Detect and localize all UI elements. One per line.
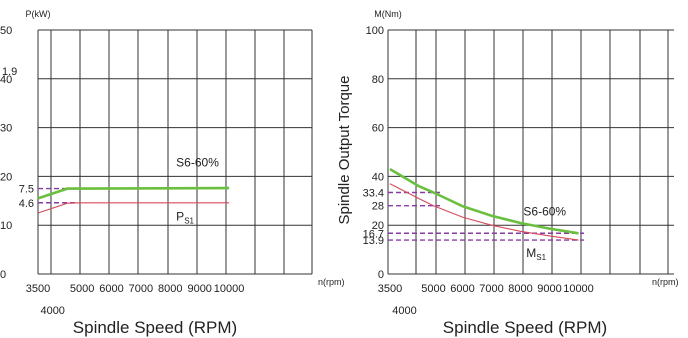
series-line-s1 [37, 202, 230, 214]
y-unit-label: M(Nm) [374, 9, 402, 19]
y-tick-label: 20 [0, 171, 12, 183]
y-ref-tick-label: 28 [372, 201, 384, 213]
annotation-subscript: S1 [184, 216, 194, 225]
y-tick-label: 20 [372, 220, 384, 232]
torque-chart: 100 80 60 40 20 0 33.428 16.713.9 S6-60% MS1 3500 5… [336, 9, 679, 337]
series-annotation: PS1 [176, 209, 194, 225]
x-tick-label: 8000 [508, 283, 532, 295]
y-ref-tick-label: 13.9 [363, 235, 384, 247]
y-tick-label: 1.9 [2, 66, 17, 78]
x-tick-label: 3500 [26, 283, 50, 295]
x-unit-label: n(rpm) [652, 277, 679, 287]
x-tick-label: 10000 [563, 283, 594, 295]
x-tick-label-extra: 4000 [40, 305, 64, 317]
y-tick-label: 60 [372, 123, 384, 135]
x-tick-label: 9000 [537, 283, 561, 295]
x-axis-title: Spindle Speed (RPM) [73, 318, 237, 337]
x-tick-label: 9000 [187, 283, 211, 295]
y-tick-label: 0 [0, 269, 6, 281]
series-line-s6 [389, 167, 579, 235]
x-tick-label: 6000 [99, 283, 123, 295]
y-tick-label: 80 [372, 74, 384, 86]
x-tick-label: 8000 [158, 283, 182, 295]
y-tick-label: 50 [0, 25, 12, 37]
x-tick-label: 5000 [70, 283, 94, 295]
y-ref-tick-label: 7.5 [19, 184, 34, 196]
y-tick-label: 40 [0, 74, 12, 86]
annotation-subscript: S1 [536, 253, 546, 262]
x-tick-label: 5000 [421, 283, 445, 295]
y-tick-label: 40 [372, 171, 384, 183]
y-ref-tick-label: 33.4 [363, 188, 384, 200]
y-tick-label: 0 [378, 269, 384, 281]
y-tick-label: 10 [0, 220, 12, 232]
annotation-main-text: S6-60% [523, 204, 566, 218]
series-annotation: S6-60% [523, 204, 566, 218]
series-line-s1 [389, 183, 579, 241]
annotation-main-text: M [526, 246, 536, 260]
x-tick-label: 6000 [450, 283, 474, 295]
x-tick-label: 3500 [378, 283, 402, 295]
y-ref-tick-label: 16.7 [363, 228, 384, 240]
y-unit-label: P(kW) [26, 9, 51, 19]
y-tick-label: 30 [0, 123, 12, 135]
x-tick-label: 10000 [214, 283, 245, 295]
x-tick-label: 7000 [479, 283, 503, 295]
series-annotation: MS1 [526, 246, 546, 262]
annotation-main-text: P [176, 209, 184, 223]
x-tick-label-extra: 4000 [392, 305, 416, 317]
series-annotation: S6-60% [176, 156, 219, 170]
y-ref-tick-label: 4.6 [19, 198, 34, 210]
y-tick-label: 100 [366, 25, 384, 37]
x-tick-label: 7000 [129, 283, 153, 295]
power-chart: 50 40 30 20 10 0 1.9 7.5 4.6 S6-60% PS1 3500 5000 600… [0, 9, 345, 337]
series-line-s6 [37, 186, 230, 200]
annotation-main-text: S6-60% [176, 156, 219, 170]
x-axis-title: Spindle Speed (RPM) [443, 318, 607, 337]
x-unit-label: n(rpm) [318, 277, 345, 287]
y-axis-title: Spindle Output Torque [336, 76, 353, 225]
